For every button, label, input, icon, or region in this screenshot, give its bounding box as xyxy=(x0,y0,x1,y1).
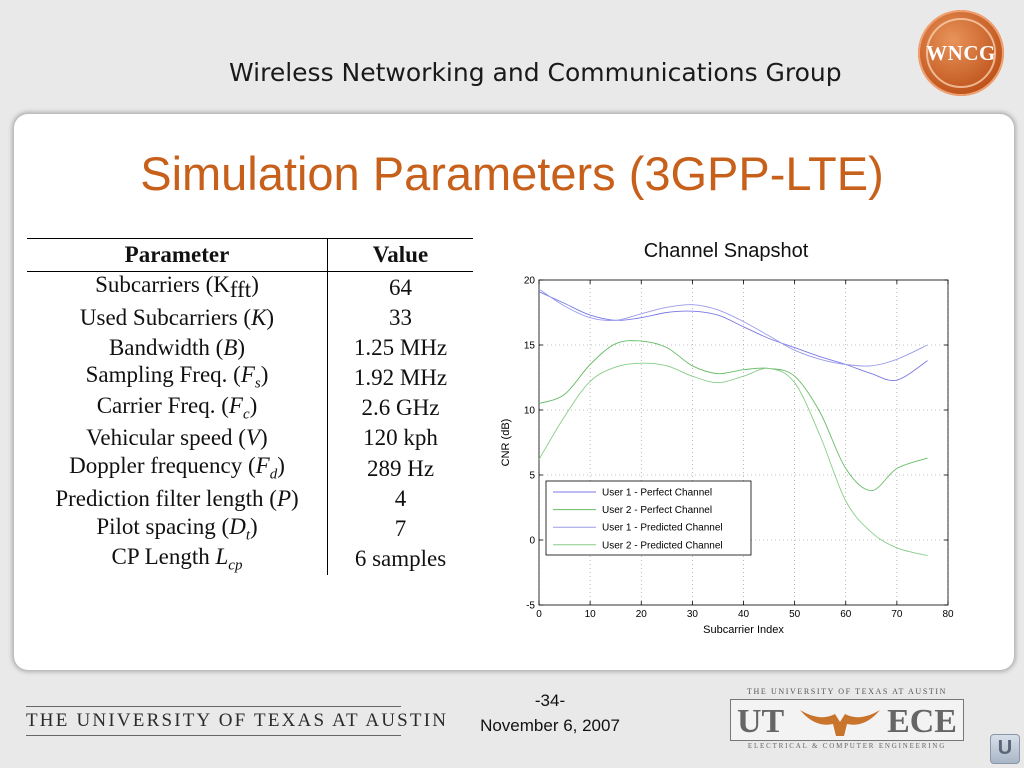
x-tick-label: 80 xyxy=(942,609,954,620)
table-row: Pilot spacing (Dt) 7 xyxy=(27,513,473,545)
param-value: 2.6 GHz xyxy=(361,395,440,421)
y-tick-label: 15 xyxy=(524,341,536,352)
longhorn-icon xyxy=(800,710,880,736)
parameters-table: Parameter Value Subcarriers (Kfft) 64 Used… xyxy=(27,238,473,575)
footer-rule-bottom xyxy=(26,735,401,736)
y-axis-label: CNR (dB) xyxy=(500,419,512,467)
table-row: Carrier Freq. (Fc) 2.6 GHz xyxy=(27,392,473,424)
ece-logo-ut: UT xyxy=(737,703,785,740)
param-value: 6 samples xyxy=(354,546,447,572)
y-tick-label: 5 xyxy=(529,471,535,482)
table-row: Doppler frequency (Fd) 289 Hz xyxy=(27,453,473,484)
footer-date: November 6, 2007 xyxy=(480,716,620,735)
param-value: 289 Hz xyxy=(366,455,435,481)
y-tick-label: -5 xyxy=(526,601,535,612)
param-value: 120 kph xyxy=(363,425,438,451)
param-name: Carrier Freq. (Fc) xyxy=(27,392,328,424)
chart-title: Channel Snapshot xyxy=(643,240,809,262)
ece-logo-bottom-text: ELECTRICAL & COMPUTER ENGINEERING xyxy=(747,742,947,750)
param-name: Used Subcarriers (K) xyxy=(27,303,328,333)
legend-box xyxy=(545,480,752,556)
x-tick-label: 30 xyxy=(687,609,699,620)
param-name: Bandwidth (B) xyxy=(27,332,328,363)
series-line-4 xyxy=(538,362,928,557)
param-name: Vehicular speed (V) xyxy=(27,423,328,454)
param-name: Sampling Freq. (Fs) xyxy=(27,362,328,393)
header-org-name: Wireless Networking and Communications G… xyxy=(229,58,842,87)
legend-entry: User 1 - Perfect Channel xyxy=(602,488,712,499)
y-tick-label: 0 xyxy=(529,536,535,547)
ece-logo-ece: ECE xyxy=(887,703,957,740)
x-tick-label: 40 xyxy=(738,609,750,620)
x-tick-label: 20 xyxy=(636,609,648,620)
x-axis-label: Subcarrier Index xyxy=(703,624,784,636)
header-parameter: Parameter xyxy=(27,238,328,272)
footer-university: THE UNIVERSITY OF TEXAS AT AUSTIN xyxy=(26,710,449,731)
table-row: Vehicular speed (V) 120 kph xyxy=(27,423,473,454)
param-name: Doppler frequency (Fd) xyxy=(27,453,328,484)
param-value: 4 xyxy=(394,485,407,511)
series-line-2 xyxy=(538,340,928,492)
header-value: Value xyxy=(327,238,473,272)
x-tick-label: 10 xyxy=(585,609,597,620)
param-value: 33 xyxy=(389,304,412,330)
legend-entry: User 1 - Predicted Channel xyxy=(602,523,723,534)
param-value: 64 xyxy=(389,274,412,300)
table-row: Sampling Freq. (Fs) 1.92 MHz xyxy=(27,362,473,393)
x-tick-label: 0 xyxy=(536,609,542,620)
param-value: 1.25 MHz xyxy=(353,334,448,360)
ece-logo-top-text: THE UNIVERSITY OF TEXAS AT AUSTIN xyxy=(747,687,947,696)
table-row: Bandwidth (B) 1.25 MHz xyxy=(27,332,473,363)
footer-rule-top xyxy=(26,706,401,707)
param-name: Pilot spacing (Dt) xyxy=(27,513,328,545)
corner-icon-letter: U xyxy=(997,737,1013,759)
param-name: CP Length Lcp xyxy=(27,544,328,575)
table-row: CP Length Lcp 6 samples xyxy=(27,544,473,575)
y-tick-label: 20 xyxy=(524,276,536,287)
wncg-logo: WNCG xyxy=(918,10,1004,96)
ut-ece-logo: THE UNIVERSITY OF TEXAS AT AUSTIN UT ECE… xyxy=(730,687,964,751)
legend-entry: User 2 - Predicted Channel xyxy=(602,540,723,551)
table-row: Prediction filter length (P) 4 xyxy=(27,483,473,514)
x-tick-label: 70 xyxy=(891,609,903,620)
table-row: Used Subcarriers (K) 33 xyxy=(27,303,473,333)
param-name: Subcarriers (Kfft) xyxy=(27,271,328,303)
param-name: Prediction filter length (P) xyxy=(27,483,328,514)
y-tick-label: 10 xyxy=(524,406,536,417)
legend-entry: User 2 - Perfect Channel xyxy=(602,505,712,516)
page-number: -34- xyxy=(534,691,566,710)
ece-logo-main: UT ECE xyxy=(730,699,964,741)
param-value: 7 xyxy=(394,515,407,541)
x-tick-label: 60 xyxy=(840,609,852,620)
x-tick-label: 50 xyxy=(789,609,801,620)
series-line-1 xyxy=(538,291,928,381)
slide-title: Simulation Parameters (3GPP-LTE) xyxy=(140,147,884,200)
series-line-3 xyxy=(538,288,928,367)
table-header-row: Parameter Value xyxy=(27,238,473,272)
table-row: Subcarriers (Kfft) 64 xyxy=(27,271,473,303)
corner-nav-icon[interactable]: U xyxy=(990,734,1020,764)
param-value: 1.92 MHz xyxy=(353,364,448,390)
logo-text: WNCG xyxy=(926,41,996,65)
